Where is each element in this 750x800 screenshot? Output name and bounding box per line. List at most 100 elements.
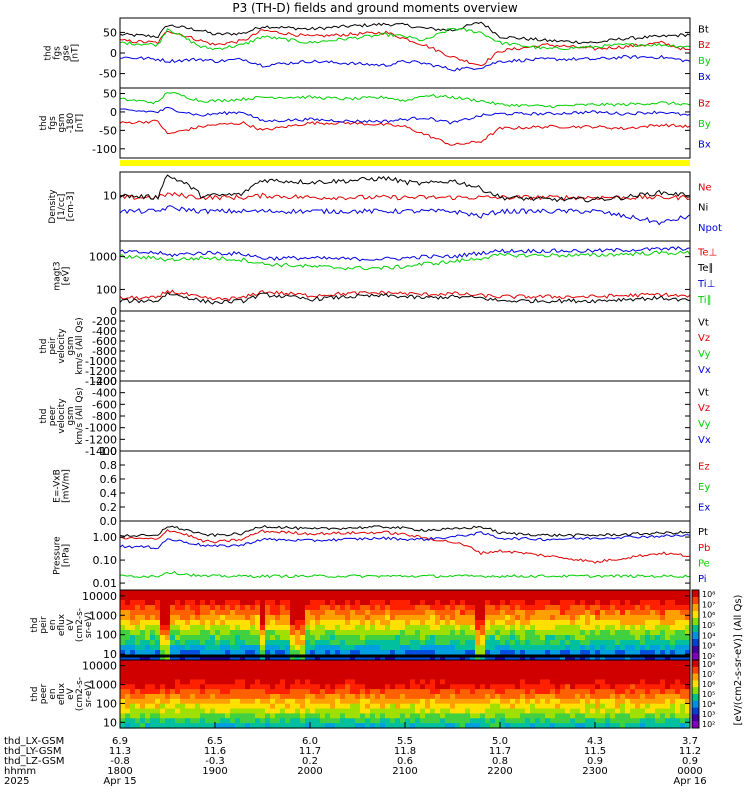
panel-10-spectrum-cell bbox=[330, 698, 336, 705]
panel-9-spectrum-cell bbox=[620, 600, 626, 606]
panel-10-spectrum-cell bbox=[520, 664, 526, 671]
panel-10-spectrum-cell bbox=[210, 674, 216, 681]
panel-9-spectrum-cell bbox=[195, 630, 201, 636]
panel-10-spectrum-cell bbox=[395, 689, 401, 695]
panel-9-spectrum-cell bbox=[645, 625, 651, 631]
panel-10-spectrum-cell bbox=[665, 679, 671, 685]
panel-10-spectrum-cell bbox=[415, 684, 421, 690]
panel-10-spectrum-cell bbox=[510, 708, 516, 715]
panel-10-spectrum-cell bbox=[445, 718, 451, 724]
panel-10-spectrum-cell bbox=[410, 698, 416, 705]
panel-10-spectrum-cell bbox=[255, 723, 261, 729]
panel-10-spectrum-cell bbox=[400, 669, 406, 676]
panel-9-spectrum-cell bbox=[555, 595, 561, 601]
panel-9-spectrum-cell bbox=[435, 640, 441, 646]
panel-9-spectrum-cell bbox=[135, 595, 141, 601]
panel-10-spectrum-cell bbox=[605, 718, 611, 724]
panel-10-spectrum-cell bbox=[460, 660, 466, 666]
panel-10-spectrum-cell bbox=[620, 674, 626, 681]
panel-9-spectrum-cell bbox=[160, 645, 166, 651]
panel-10-spectrum-cell bbox=[285, 689, 291, 695]
panel-10-spectrum-cell bbox=[175, 684, 181, 690]
panel-9-spectrum-cell bbox=[380, 655, 386, 661]
panel-10-spectrum-cell bbox=[465, 679, 471, 685]
panel-10-spectrum-cell bbox=[595, 679, 601, 685]
panel-9-spectrum-cell bbox=[485, 635, 491, 641]
panel-9-ytick-label: 1000 bbox=[89, 609, 117, 622]
panel-10-spectrum-cell bbox=[180, 718, 186, 724]
panel-10-spectrum-cell bbox=[495, 679, 501, 685]
panel-9-spectrum-cell bbox=[150, 595, 156, 601]
panel-9-spectrum-cell bbox=[125, 630, 131, 636]
panel-9-spectrum-cell bbox=[210, 655, 216, 661]
panel-9-spectrum-cell bbox=[140, 650, 146, 656]
panel-10-spectrum-cell bbox=[575, 708, 581, 715]
panel-10-spectrum-cell bbox=[555, 689, 561, 695]
panel-10-spectrum-cell bbox=[390, 723, 396, 729]
panel-10-spectrum-cell bbox=[685, 703, 691, 710]
panel-9-spectrum-cell bbox=[165, 650, 171, 656]
panel-10-spectrum-cell bbox=[120, 660, 126, 666]
panel-10-spectrum-cell bbox=[205, 664, 211, 671]
panel-10-spectrum-cell bbox=[450, 669, 456, 676]
panel-10-spectrum-cell bbox=[325, 718, 331, 724]
panel-9-spectrum-cell bbox=[575, 630, 581, 636]
panel-10-spectrum-cell bbox=[640, 698, 646, 705]
panel-9-spectrum-cell bbox=[670, 610, 676, 616]
panel-9-spectrum-cell bbox=[380, 650, 386, 656]
panel-10-spectrum-cell bbox=[245, 703, 251, 710]
panel-10-spectrum-cell bbox=[125, 718, 131, 724]
panel-10-spectrum-cell bbox=[340, 703, 346, 710]
panel-9-spectrum-cell bbox=[340, 655, 346, 661]
panel-10-spectrum-cell bbox=[480, 669, 486, 676]
panel-10-spectrum-cell bbox=[605, 689, 611, 695]
panel-10-spectrum-cell bbox=[200, 660, 206, 666]
panel-9-spectrum-cell bbox=[535, 590, 541, 596]
panel-9-spectrum-cell bbox=[275, 600, 281, 606]
xaxis-value: 1900 bbox=[202, 766, 227, 777]
panel-9-spectrum-cell bbox=[680, 645, 686, 651]
panel-9-spectrum-cell bbox=[480, 645, 486, 651]
panel-9-spectrum-cell bbox=[420, 645, 426, 651]
panel-9-spectrum-cell bbox=[240, 595, 246, 601]
panel-10-spectrum-cell bbox=[390, 674, 396, 681]
panel-10-spectrum-cell bbox=[260, 703, 266, 710]
panel-10-spectrum-cell bbox=[125, 703, 131, 710]
panel-9-spectrum-cell bbox=[645, 610, 651, 616]
panel-10-spectrum-cell bbox=[480, 674, 486, 681]
panel-9-spectrum-cell bbox=[365, 625, 371, 631]
panel-10-spectrum-cell bbox=[560, 703, 566, 710]
panel-10-spectrum-cell bbox=[415, 718, 421, 724]
panel-9-spectrum-cell bbox=[500, 595, 506, 601]
panel-10-spectrum-cell bbox=[315, 664, 321, 671]
panel-10-spectrum-cell bbox=[375, 679, 381, 685]
panel-9-spectrum-cell bbox=[500, 630, 506, 636]
panel-10-spectrum-cell bbox=[675, 674, 681, 681]
panel-9-spectrum-cell bbox=[425, 650, 431, 656]
panel-9-spectrum-cell bbox=[450, 635, 456, 641]
panel-9-spectrum-cell bbox=[130, 600, 136, 606]
panel-9-spectrum-cell bbox=[495, 630, 501, 636]
panel-10-spectrum-cell bbox=[290, 723, 296, 729]
panel-9-spectrum-cell bbox=[210, 650, 216, 656]
panel-10-spectrum-cell bbox=[395, 669, 401, 676]
panel-9-spectrum-cell bbox=[495, 620, 501, 626]
panel-9-spectrum-cell bbox=[370, 655, 376, 661]
panel-9-spectrum-cell bbox=[405, 650, 411, 656]
panel-1-series-Bx bbox=[119, 54, 691, 72]
panel-9-spectrum-cell bbox=[280, 600, 286, 606]
panel-9-spectrum-cell bbox=[600, 630, 606, 636]
panel-9-spectrum-cell bbox=[225, 630, 231, 636]
panel-9-spectrum-cell bbox=[455, 620, 461, 626]
panel-2-ytick-label: -50 bbox=[99, 124, 117, 137]
panel-9-spectrum-cell bbox=[410, 625, 416, 631]
colorbar-1-band bbox=[692, 646, 699, 654]
panel-10-spectrum-cell bbox=[540, 718, 546, 724]
panel-9-spectrum-cell bbox=[200, 600, 206, 606]
panel-10-spectrum-cell bbox=[205, 713, 211, 719]
panel-2-series-By bbox=[119, 91, 691, 109]
panel-9-spectrum-cell bbox=[360, 595, 366, 601]
panel-9-spectrum-cell bbox=[285, 650, 291, 656]
panel-9-spectrum-cell bbox=[635, 590, 641, 596]
panel-9-spectrum-cell bbox=[550, 645, 556, 651]
